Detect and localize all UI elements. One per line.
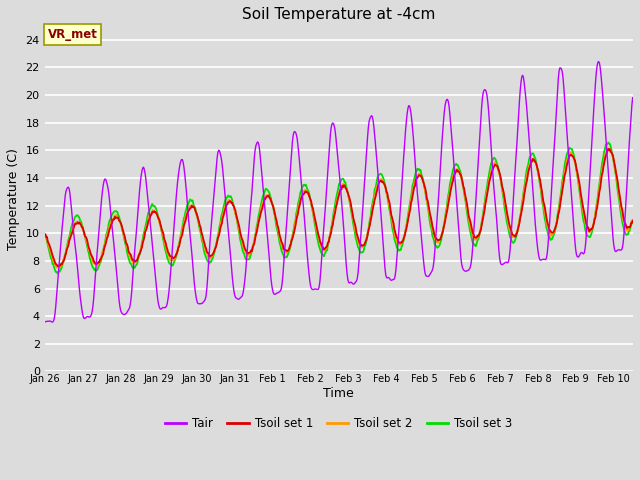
Legend: Tair, Tsoil set 1, Tsoil set 2, Tsoil set 3: Tair, Tsoil set 1, Tsoil set 2, Tsoil se…: [161, 412, 517, 435]
Y-axis label: Temperature (C): Temperature (C): [7, 148, 20, 250]
X-axis label: Time: Time: [323, 387, 354, 400]
Title: Soil Temperature at -4cm: Soil Temperature at -4cm: [242, 7, 435, 22]
Text: VR_met: VR_met: [47, 28, 97, 41]
